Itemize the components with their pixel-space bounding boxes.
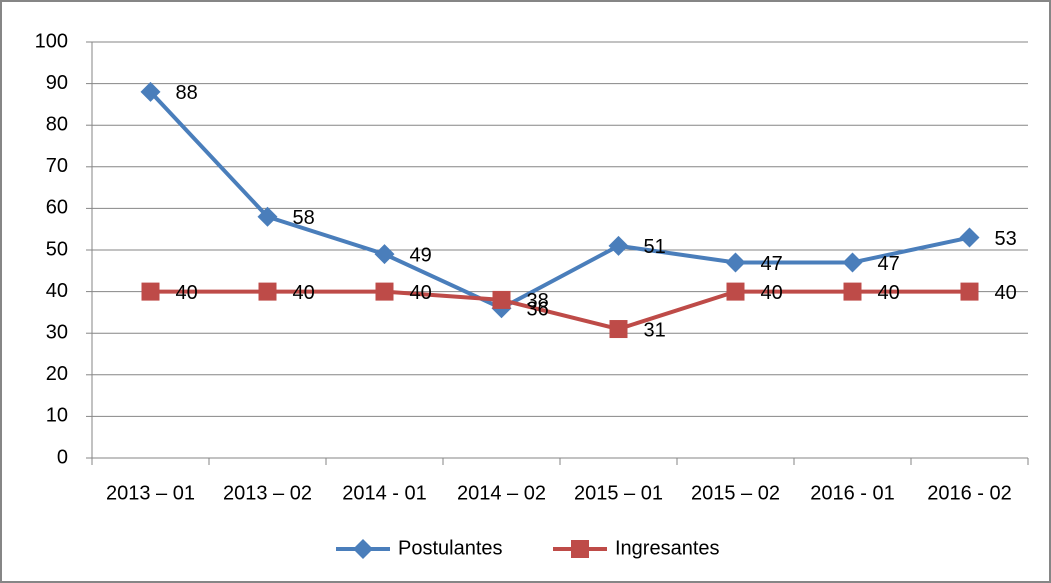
data-point [842, 252, 863, 273]
data-label: 36 [527, 299, 549, 321]
data-label: 40 [176, 282, 198, 304]
y-tick-label: 60 [46, 197, 68, 219]
data-point [375, 282, 394, 301]
data-label: 38 [527, 290, 549, 312]
y-tick-label: 70 [46, 155, 68, 177]
data-point [257, 206, 278, 227]
y-tick-label: 90 [46, 72, 68, 94]
y-tick-label: 80 [46, 113, 68, 135]
data-point [608, 235, 629, 256]
data-label: 51 [644, 236, 666, 258]
series-line [149, 90, 970, 311]
data-label: 47 [878, 253, 900, 275]
y-tick-label: 0 [57, 446, 68, 468]
data-label: 40 [995, 282, 1017, 304]
data-label: 58 [293, 207, 315, 229]
x-tick-label: 2013 – 02 [223, 482, 312, 504]
legend-label: Ingresantes [615, 537, 720, 559]
data-label: 53 [995, 228, 1017, 250]
data-point [959, 227, 980, 248]
y-tick-label: 20 [46, 363, 68, 385]
data-point [726, 282, 745, 301]
data-point [141, 282, 160, 301]
y-tick-label: 100 [35, 30, 68, 52]
data-point [609, 320, 628, 339]
data-label: 40 [410, 282, 432, 304]
legend-label: Postulantes [398, 537, 503, 559]
data-label: 40 [293, 282, 315, 304]
data-label: 40 [878, 282, 900, 304]
data-point [725, 252, 746, 273]
data-point [374, 244, 395, 265]
x-tick-label: 2014 – 02 [457, 482, 546, 504]
x-tick-label: 2015 – 01 [574, 482, 663, 504]
y-tick-label: 50 [46, 238, 68, 260]
data-label: 88 [176, 82, 198, 104]
x-tick-label: 2016 - 02 [927, 482, 1012, 504]
data-point [140, 81, 161, 102]
data-point [960, 282, 979, 301]
data-label: 31 [644, 319, 666, 341]
data-point [492, 290, 511, 309]
x-tick-label: 2015 – 02 [691, 482, 780, 504]
data-point [843, 282, 862, 301]
x-tick-label: 2016 - 01 [810, 482, 895, 504]
legend-marker [353, 539, 373, 559]
data-point [258, 282, 277, 301]
data-label: 49 [410, 244, 432, 266]
data-label: 47 [761, 253, 783, 275]
y-tick-label: 10 [46, 405, 68, 427]
series-line [150, 289, 970, 332]
x-tick-label: 2014 - 01 [342, 482, 427, 504]
y-tick-label: 30 [46, 321, 68, 343]
y-tick-label: 40 [46, 280, 68, 302]
legend-marker [571, 540, 589, 558]
data-label: 40 [761, 282, 783, 304]
x-tick-label: 2013 – 01 [106, 482, 195, 504]
